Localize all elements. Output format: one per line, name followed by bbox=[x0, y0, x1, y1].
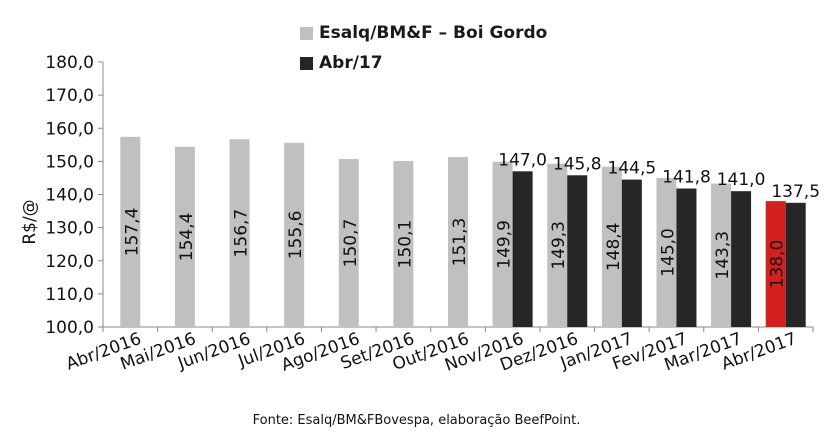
bar-value-label: 150,7 bbox=[341, 219, 361, 268]
bar-boi-gordo bbox=[174, 146, 195, 327]
bar-value-label: 149,9 bbox=[495, 220, 515, 269]
y-tick-label: 120,0 bbox=[45, 252, 94, 272]
bar-abr17 bbox=[512, 171, 533, 327]
chart-legend: Esalq/BM&F – Boi Gordo Abr/17 bbox=[300, 18, 547, 78]
bar-boi-gordo bbox=[120, 136, 141, 327]
bar-value-label: 137,5 bbox=[771, 182, 820, 202]
bar-boi-gordo bbox=[448, 157, 468, 327]
bar-value-label: 138,0 bbox=[768, 240, 788, 289]
y-tick-label: 150,0 bbox=[45, 152, 94, 172]
y-axis-label: R$/@ bbox=[20, 199, 40, 244]
bar-value-label: 149,3 bbox=[549, 221, 569, 270]
bar-value-label: 147,0 bbox=[498, 150, 547, 170]
y-tick-label: 180,0 bbox=[45, 53, 94, 73]
bar-boi-gordo bbox=[656, 177, 677, 327]
bar-boi-gordo bbox=[711, 183, 732, 327]
bar-value-label: 141,8 bbox=[662, 168, 711, 188]
y-tick-label: 130,0 bbox=[45, 219, 94, 239]
bar-boi-gordo bbox=[547, 163, 568, 327]
source-note: Fonte: Esalq/BM&FBovespa, elaboração Bee… bbox=[252, 413, 581, 428]
bar-abr17 bbox=[621, 179, 642, 327]
bar-boi-gordo bbox=[393, 161, 414, 327]
chart-axes: 100,0 110,0 120,0 130,0 140,0 150,0 160,0 170,0… bbox=[45, 53, 814, 338]
bar-value-label: 148,4 bbox=[604, 223, 624, 272]
bar-value-label: 156,7 bbox=[232, 209, 252, 258]
bar-value-label: 154,4 bbox=[177, 213, 197, 262]
legend-item-abr17: Abr/17 bbox=[300, 48, 547, 78]
bar-abr17 bbox=[731, 191, 752, 327]
y-tick-label: 140,0 bbox=[45, 186, 94, 206]
bar-abr17 bbox=[567, 175, 588, 327]
legend-label: Esalq/BM&F – Boi Gordo bbox=[319, 23, 548, 43]
bar-boi-gordo bbox=[284, 142, 305, 327]
bar-value-label: 144,5 bbox=[608, 159, 657, 179]
y-tick-label: 170,0 bbox=[45, 86, 94, 106]
bar-value-label: 141,0 bbox=[717, 170, 766, 190]
y-tick-label: 160,0 bbox=[45, 119, 94, 139]
legend-item-boi-gordo: Esalq/BM&F – Boi Gordo bbox=[300, 18, 547, 48]
bar-boi-gordo bbox=[229, 139, 250, 327]
bar-boi-gordo bbox=[492, 161, 513, 327]
bar-value-label: 145,0 bbox=[658, 228, 678, 277]
y-tick-label: 110,0 bbox=[45, 285, 94, 305]
bar-value-label: 143,3 bbox=[713, 231, 733, 280]
y-tick-label: 100,0 bbox=[45, 318, 94, 338]
bar-abr17 bbox=[676, 188, 697, 327]
bar-value-label: 155,6 bbox=[286, 211, 306, 260]
bar-value-label: 157,4 bbox=[122, 208, 142, 257]
legend-label: Abr/17 bbox=[319, 53, 383, 73]
legend-swatch-black bbox=[300, 56, 313, 70]
x-tick-labels: Abr/2016Mai/2016Jun/2016Jul/2016Ago/2016… bbox=[63, 329, 799, 376]
bar-boi-gordo bbox=[338, 159, 359, 327]
bar-value-label: 145,8 bbox=[553, 154, 602, 174]
bar-boi-gordo bbox=[601, 166, 622, 327]
chart-bars: 157,4 154,4 156,7 155,6 150,7 150,1 151,3 149,9… bbox=[120, 136, 820, 327]
bar-value-label: 151,3 bbox=[450, 218, 470, 267]
legend-swatch-gray bbox=[300, 26, 313, 40]
bar-abr17 bbox=[785, 202, 806, 327]
bar-boi-gordo bbox=[765, 201, 786, 327]
bar-value-label: 150,1 bbox=[395, 220, 415, 269]
